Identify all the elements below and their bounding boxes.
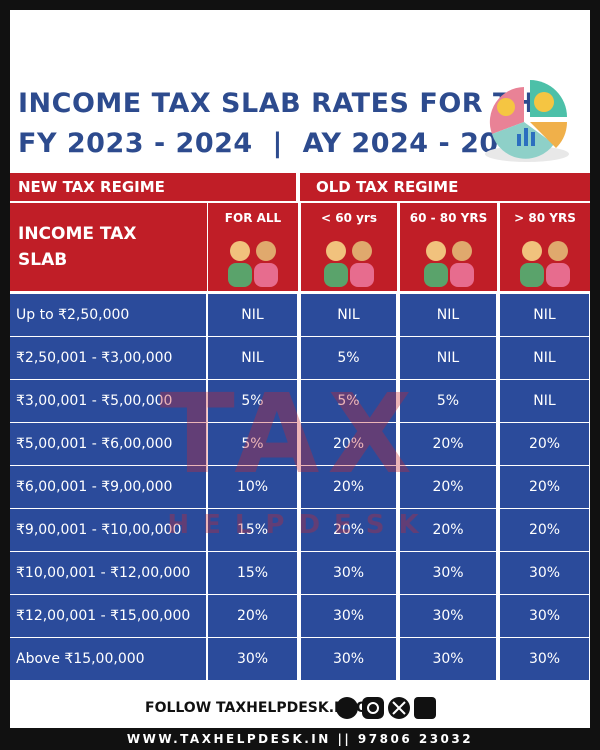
rate-cell: 20% xyxy=(208,595,297,637)
linkedin-icon[interactable] xyxy=(414,697,436,719)
rate-cell: 20% xyxy=(301,466,396,508)
rate-cell: 5% xyxy=(301,380,396,422)
slab-cell: ₹2,50,001 - ₹3,00,000 xyxy=(10,337,206,379)
rate-cell: 20% xyxy=(400,466,496,508)
rate-cell: 15% xyxy=(208,509,297,551)
rate-cell: NIL xyxy=(500,337,589,379)
rate-cell: 30% xyxy=(301,552,396,594)
tax-table: NEW TAX REGIME OLD TAX REGIME INCOME TAX S… xyxy=(10,173,590,680)
slab-cell: ₹12,00,001 - ₹15,00,000 xyxy=(10,595,206,637)
slab-cell: ₹3,00,001 - ₹5,00,000 xyxy=(10,380,206,422)
rate-cell: NIL xyxy=(208,337,297,379)
rate-cell: 30% xyxy=(500,595,589,637)
rate-cell: 20% xyxy=(400,509,496,551)
rate-cell: 30% xyxy=(301,595,396,637)
group-header: NEW TAX REGIME xyxy=(10,173,296,201)
people-icon xyxy=(228,241,278,287)
slab-cell: ₹9,00,001 - ₹10,00,000 xyxy=(10,509,206,551)
rate-cell: 20% xyxy=(500,466,589,508)
rate-cell: 30% xyxy=(400,638,496,680)
title-line: FY 2023 - 2024 | AY 2024 - 2025 xyxy=(18,128,538,159)
people-icon xyxy=(520,241,570,287)
rate-cell: 20% xyxy=(301,509,396,551)
slab-cell: Above ₹15,00,000 xyxy=(10,638,206,680)
rate-cell: NIL xyxy=(500,294,589,336)
column-header: > 80 YRS xyxy=(500,203,590,291)
rate-cell: NIL xyxy=(500,380,589,422)
contact-text: WWW.TAXHELPDESK.IN || 97806 23032 xyxy=(126,732,474,746)
instagram-icon[interactable] xyxy=(362,697,384,719)
rate-cell: 30% xyxy=(301,638,396,680)
column-header: < 60 yrs xyxy=(301,203,397,291)
rate-cell: 30% xyxy=(500,552,589,594)
rate-cell: 20% xyxy=(500,509,589,551)
slab-cell: Up to ₹2,50,000 xyxy=(10,294,206,336)
rate-cell: 30% xyxy=(500,638,589,680)
rate-cell: 30% xyxy=(400,595,496,637)
column-header: 60 - 80 YRS xyxy=(400,203,497,291)
divider xyxy=(296,173,300,680)
rate-cell: 20% xyxy=(301,423,396,465)
rate-cell: NIL xyxy=(301,294,396,336)
rate-cell: NIL xyxy=(400,337,496,379)
column-header: FOR ALL xyxy=(208,203,298,291)
title-line: INCOME TAX SLAB RATES FOR THE xyxy=(18,88,554,119)
rate-cell: NIL xyxy=(400,294,496,336)
rate-cell: 20% xyxy=(400,423,496,465)
rate-cell: 5% xyxy=(208,423,297,465)
rate-cell: 10% xyxy=(208,466,297,508)
rate-cell: 20% xyxy=(500,423,589,465)
rate-cell: 5% xyxy=(301,337,396,379)
rate-cell: 5% xyxy=(400,380,496,422)
rate-cell: 5% xyxy=(208,380,297,422)
facebook-icon[interactable] xyxy=(336,697,358,719)
follow-text: FOLLOW TAXHELPDESK.IN ON xyxy=(145,700,380,716)
slab-cell: ₹6,00,001 - ₹9,00,000 xyxy=(10,466,206,508)
social-icons xyxy=(336,697,436,719)
group-header: OLD TAX REGIME xyxy=(300,173,590,201)
slab-cell: ₹10,00,001 - ₹12,00,000 xyxy=(10,552,206,594)
rate-cell: 15% xyxy=(208,552,297,594)
card: INCOME TAX SLAB RATES FOR THE FY 2023 - … xyxy=(10,10,590,728)
rate-cell: NIL xyxy=(208,294,297,336)
people-icon xyxy=(324,241,374,287)
pie-icon xyxy=(485,80,569,162)
rate-cell: 30% xyxy=(400,552,496,594)
slab-cell: ₹5,00,001 - ₹6,00,000 xyxy=(10,423,206,465)
slab-header: INCOME TAX SLAB xyxy=(10,203,207,291)
rate-cell: 30% xyxy=(208,638,297,680)
people-icon xyxy=(423,241,474,287)
